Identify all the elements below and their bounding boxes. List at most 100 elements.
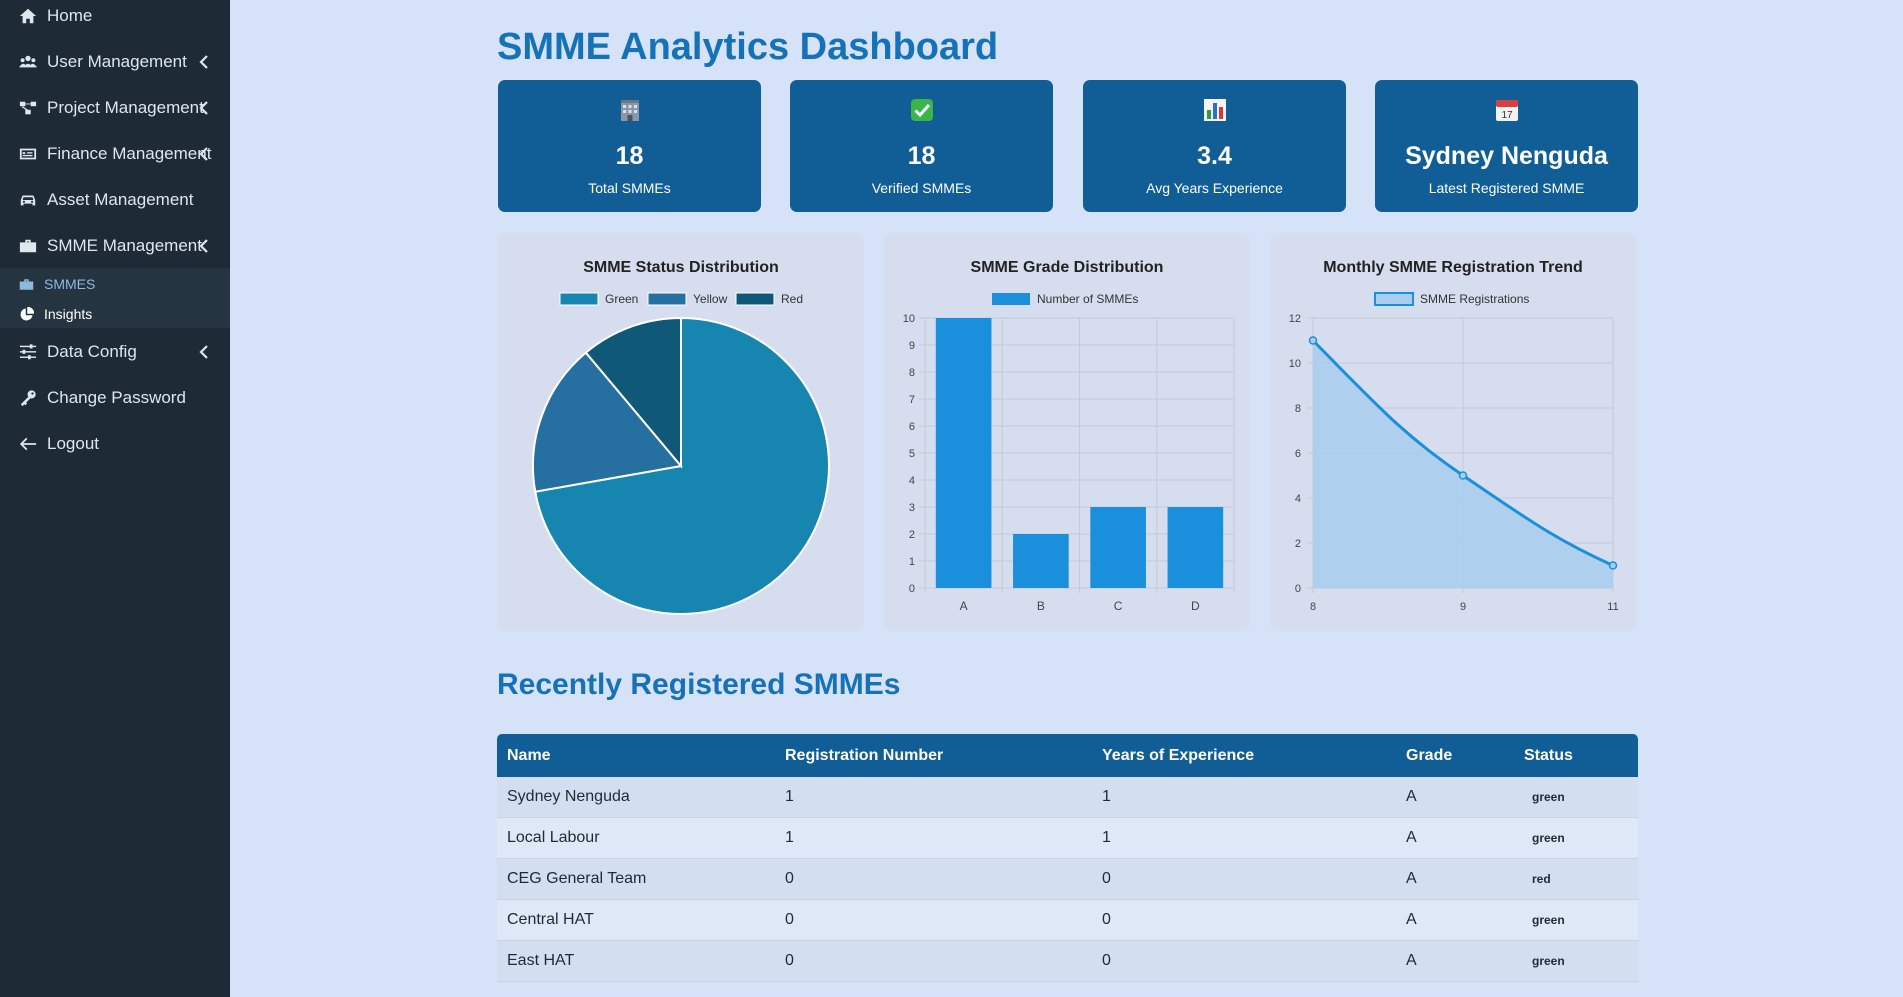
cell-grade: A [1406, 952, 1417, 969]
stat-value: 18 [615, 142, 644, 170]
y-tick-label: 5 [909, 448, 915, 460]
cell-experience: 0 [1102, 911, 1111, 928]
sidebar-item-label: Project Management [47, 98, 204, 117]
column-header[interactable]: Grade [1406, 746, 1453, 764]
chevron-left-icon [196, 100, 212, 116]
stat-value: Sydney Nenguda [1405, 142, 1608, 170]
chart-title: SMME Grade Distribution [970, 259, 1164, 276]
pie-slice [584, 316, 682, 469]
bar [935, 318, 992, 588]
chevron-left-icon [196, 146, 212, 162]
y-tick-label: 2 [1295, 538, 1301, 550]
sidebar-subitem-label: Insights [44, 306, 93, 322]
status-badge: red [1532, 872, 1551, 886]
x-tick-label: 11 [1607, 601, 1618, 613]
sidebar-item-label: Home [47, 6, 93, 25]
chevron-left-icon [196, 238, 212, 254]
legend-swatch [647, 292, 687, 306]
y-tick-label: 12 [1289, 313, 1301, 325]
sidebar-item-label: Data Config [47, 342, 137, 361]
status-badge: green [1532, 913, 1565, 927]
registration-trend-panel: Monthly SMME Registration Trend SMME Reg… [1270, 233, 1636, 631]
x-tick-label: D [1191, 599, 1200, 613]
sidebar-item-logout[interactable]: Logout [0, 424, 230, 464]
legend-label: Red [781, 292, 803, 306]
svg-text:17: 17 [1501, 110, 1513, 121]
bar [1013, 534, 1069, 588]
data-point [1308, 336, 1318, 345]
stat-card-total: 18 Total SMMEs [498, 80, 761, 212]
briefcase-icon [17, 237, 39, 255]
stat-card-verified: 18 Verified SMMEs [790, 80, 1053, 212]
sidebar-item-home[interactable]: Home [0, 0, 230, 36]
users-icon [17, 53, 39, 71]
y-tick-label: 2 [909, 529, 915, 541]
column-header[interactable]: Years of Experience [1102, 746, 1255, 764]
sidebar-item-project-management[interactable]: Project Management [0, 88, 230, 128]
sidebar-item-label: User Management [47, 52, 187, 71]
y-tick-label: 6 [909, 421, 915, 433]
legend-swatch [992, 293, 1030, 305]
sidebar-subitem-insights[interactable]: Insights [0, 300, 230, 328]
status-distribution-panel: SMME Status Distribution Green Yellow Red [498, 233, 864, 631]
cell-grade: A [1406, 829, 1417, 846]
y-tick-label: 3 [909, 502, 915, 514]
x-tick-label: B [1037, 599, 1045, 613]
sidebar-item-change-password[interactable]: Change Password [0, 378, 230, 418]
cell-grade: A [1406, 788, 1417, 805]
sidebar-item-label: Asset Management [47, 190, 194, 209]
sidebar-item-data-config[interactable]: Data Config [0, 332, 230, 372]
x-tick-label: 9 [1460, 601, 1466, 613]
cell-name: Local Labour [507, 829, 600, 846]
sidebar-item-label: Logout [47, 434, 99, 453]
status-badge: green [1532, 790, 1565, 804]
column-header[interactable]: Name [507, 746, 551, 764]
data-point [1458, 471, 1468, 480]
sidebar-item-asset-management[interactable]: Asset Management [0, 180, 230, 220]
column-header[interactable]: Status [1524, 746, 1573, 764]
sidebar-item-smme-management[interactable]: SMME Management [0, 226, 230, 266]
column-header[interactable]: Registration Number [785, 746, 944, 764]
table-row: East HAT 0 0 A green [497, 941, 1638, 982]
bar [1090, 507, 1146, 588]
key-icon [17, 389, 39, 407]
finance-card-icon [17, 145, 39, 163]
stat-label: Avg Years Experience [1146, 180, 1283, 196]
section-title: Recently Registered SMMEs [497, 668, 901, 701]
stat-card-experience: 3.4 Avg Years Experience [1083, 80, 1346, 212]
car-icon [17, 191, 39, 209]
sidebar-subitem-smmes[interactable]: SMMES [0, 270, 230, 298]
sidebar-item-label: Change Password [47, 388, 186, 407]
chart-pie-icon [19, 306, 37, 322]
stat-card-latest: 17 Sydney Nenguda Latest Registered SMME [1375, 80, 1638, 212]
sidebar: Home User Management Project Management … [0, 0, 230, 997]
legend-label: Green [605, 292, 638, 306]
stat-label: Latest Registered SMME [1428, 180, 1585, 196]
x-tick-label: 8 [1310, 601, 1316, 613]
recent-smmes-table: Name Registration Number Years of Experi… [497, 734, 1638, 982]
arrow-left-icon [17, 435, 39, 453]
legend-label: Number of SMMEs [1037, 292, 1138, 306]
status-pie-chart: Green Yellow Red [532, 292, 830, 615]
sidebar-item-label: SMME Management [47, 236, 202, 255]
sidebar-subitem-label: SMMES [44, 276, 96, 292]
cell-name: East HAT [507, 952, 575, 969]
cell-grade: A [1406, 911, 1417, 928]
cell-registration: 1 [785, 829, 794, 846]
check-mark-icon [790, 98, 1053, 122]
calendar-icon: 17 [1375, 98, 1638, 122]
y-tick-label: 7 [909, 394, 915, 406]
cell-experience: 0 [1102, 870, 1111, 887]
stat-value: 3.4 [1197, 142, 1232, 170]
sidebar-item-finance-management[interactable]: Finance Management [0, 134, 230, 174]
cell-registration: 0 [785, 911, 794, 928]
sidebar-item-user-management[interactable]: User Management [0, 42, 230, 82]
home-icon [17, 7, 39, 25]
legend-swatch [1374, 292, 1414, 306]
status-badge: green [1532, 954, 1565, 968]
stat-value: 18 [907, 142, 936, 170]
y-tick-label: 10 [903, 313, 915, 325]
table-row: Local Labour 1 1 A green [497, 818, 1638, 859]
legend-label: SMME Registrations [1420, 292, 1529, 306]
bar-chart-icon [1083, 98, 1346, 122]
